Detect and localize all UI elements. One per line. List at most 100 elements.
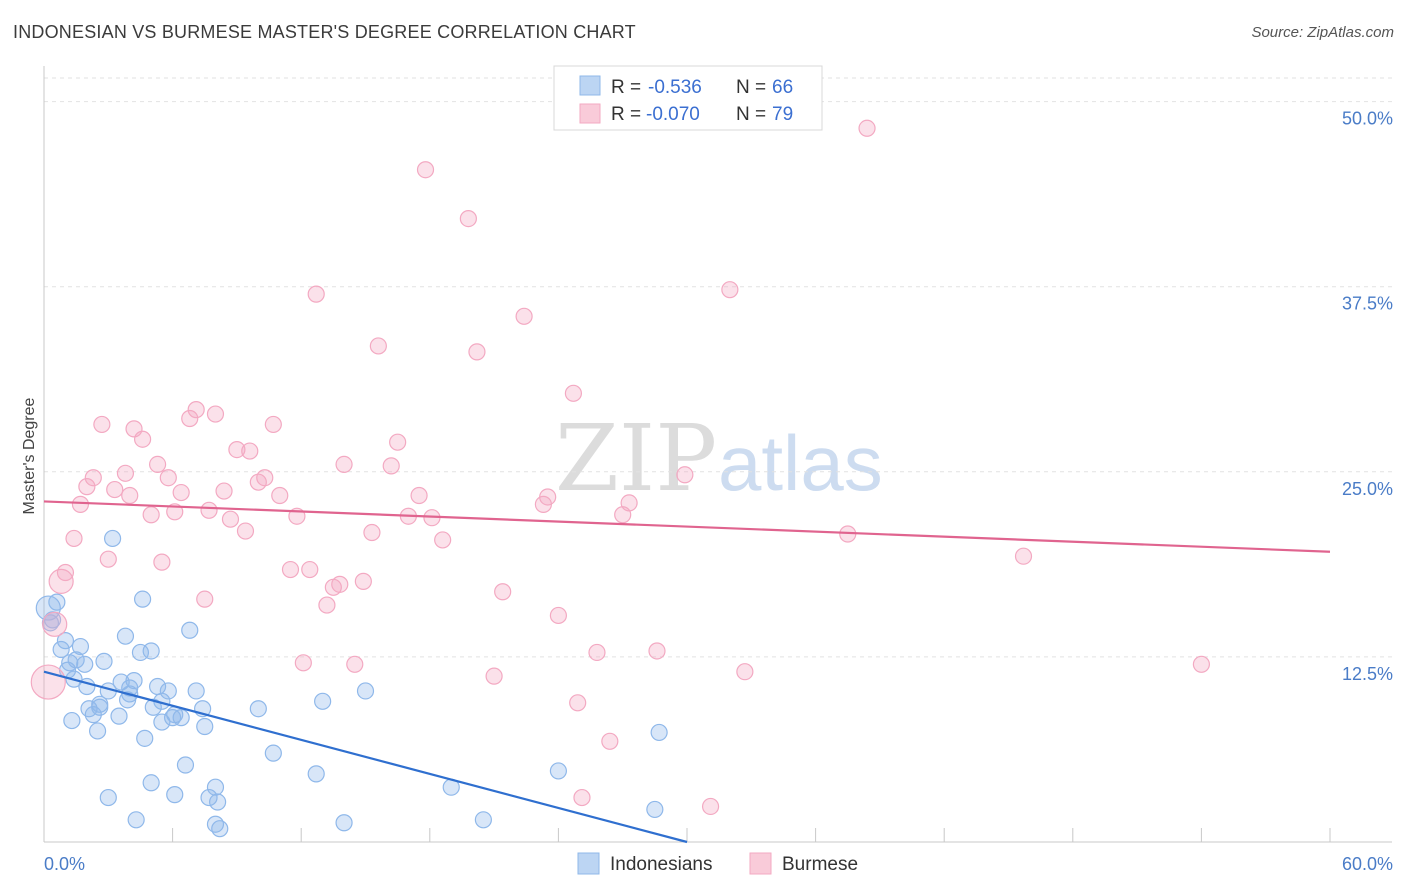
x-tick-labels: 0.0% 60.0% bbox=[44, 854, 1393, 874]
indonesians-point bbox=[206, 778, 225, 796]
stats-legend: R = -0.536 N = 66 R = -0.070 N = 79 bbox=[553, 65, 823, 131]
burmese-point bbox=[200, 501, 218, 519]
indonesians-point bbox=[43, 611, 62, 629]
burmese-point bbox=[331, 575, 349, 593]
indonesians-point bbox=[474, 811, 492, 829]
indonesians-point bbox=[131, 643, 150, 662]
burmese-point bbox=[736, 663, 754, 681]
indonesians-point bbox=[164, 709, 182, 727]
burmese-point bbox=[221, 510, 240, 528]
indonesians-point bbox=[200, 788, 218, 807]
indonesians-point bbox=[142, 774, 160, 792]
points-layer bbox=[30, 119, 1211, 838]
burmese-point bbox=[1192, 655, 1211, 673]
indonesians-point bbox=[71, 637, 90, 656]
burmese-point bbox=[241, 442, 259, 460]
indonesians-point bbox=[176, 756, 195, 774]
burmese-point bbox=[701, 797, 720, 816]
burmese-point bbox=[181, 409, 199, 428]
indonesians-point bbox=[35, 595, 61, 621]
burmese-point bbox=[42, 611, 68, 637]
indonesians-trend-line bbox=[43, 670, 688, 844]
burmese-point bbox=[78, 478, 96, 496]
burmese-point bbox=[346, 655, 364, 673]
burmese-point bbox=[382, 457, 400, 475]
legend-n-label-indonesians: N = bbox=[736, 77, 766, 98]
y-tick-label-2: 37.5% bbox=[1342, 294, 1393, 314]
indonesians-point bbox=[153, 713, 171, 731]
burmese-point bbox=[71, 495, 90, 513]
indonesians-point bbox=[209, 793, 227, 811]
burmese-point bbox=[416, 161, 435, 179]
burmese-point bbox=[573, 788, 591, 807]
burmese-point bbox=[549, 606, 568, 625]
source-label: Source: ZipAtlas.com bbox=[1251, 24, 1394, 41]
burmese-point bbox=[172, 483, 190, 502]
legend-r-label-indonesians: R = bbox=[611, 77, 641, 98]
indonesians-point bbox=[127, 811, 145, 829]
burmese-point bbox=[116, 464, 135, 482]
burmese-point bbox=[363, 523, 381, 542]
indonesians-point bbox=[206, 815, 225, 833]
burmese-point bbox=[564, 384, 583, 402]
burmese-point bbox=[281, 560, 300, 579]
indonesians-point bbox=[549, 762, 568, 780]
indonesians-point bbox=[335, 814, 353, 832]
indonesians-point bbox=[125, 671, 143, 690]
indonesians-point bbox=[133, 590, 152, 608]
indonesians-point bbox=[136, 729, 154, 747]
indonesians-point bbox=[646, 800, 664, 819]
indonesians-point bbox=[264, 744, 282, 762]
burmese-point bbox=[294, 654, 312, 672]
indonesians-point bbox=[76, 655, 94, 673]
burmese-point bbox=[515, 307, 533, 325]
burmese-point bbox=[858, 119, 876, 137]
indonesians-point bbox=[196, 717, 214, 736]
burmese-point bbox=[148, 455, 167, 474]
legend-r-value-indonesians: -0.536 bbox=[648, 77, 702, 98]
burmese-point bbox=[187, 401, 205, 419]
indonesians-point bbox=[159, 682, 177, 700]
indonesians-point bbox=[99, 788, 117, 807]
burmese-point bbox=[159, 469, 177, 487]
legend-n-value-burmese: 79 bbox=[772, 104, 793, 125]
legend-swatch-burmese bbox=[579, 103, 601, 124]
indonesians-point bbox=[112, 673, 130, 691]
burmese-point bbox=[468, 343, 486, 361]
indonesians-point bbox=[144, 698, 162, 716]
burmese-point bbox=[410, 486, 428, 505]
burmese-point bbox=[318, 596, 336, 614]
indonesians-point bbox=[116, 627, 135, 645]
chart-title: INDONESIAN VS BURMESE MASTER'S DEGREE CO… bbox=[13, 22, 636, 42]
y-tick-label-0: 12.5% bbox=[1342, 664, 1393, 684]
y-tick-label-3: 50.0% bbox=[1342, 109, 1393, 129]
burmese-point bbox=[142, 506, 160, 524]
burmese-point bbox=[369, 337, 387, 355]
indonesians-point bbox=[166, 786, 184, 804]
burmese-point bbox=[389, 433, 407, 451]
burmese-point bbox=[153, 553, 171, 571]
indonesians-point bbox=[56, 632, 75, 650]
burmese-point bbox=[301, 560, 319, 579]
indonesians-point bbox=[307, 765, 325, 783]
y-axis-label: Master's Degree bbox=[21, 397, 38, 514]
burmese-point bbox=[256, 469, 274, 487]
legend-r-value-burmese: -0.070 bbox=[646, 104, 700, 125]
x-tick-label-1: 60.0% bbox=[1342, 854, 1393, 874]
burmese-point bbox=[1014, 547, 1033, 565]
indonesians-point bbox=[52, 640, 70, 659]
indonesians-point bbox=[142, 642, 160, 660]
burmese-point bbox=[485, 667, 503, 685]
burmese-point bbox=[569, 694, 587, 712]
indonesians-point bbox=[103, 529, 122, 548]
burmese-point bbox=[30, 664, 66, 700]
indonesians-point bbox=[187, 682, 205, 700]
series-legend-label-indonesians: Indonesians bbox=[610, 854, 712, 875]
indonesians-point bbox=[48, 593, 66, 611]
series-legend-label-burmese: Burmese bbox=[782, 854, 858, 875]
burmese-point bbox=[434, 531, 452, 549]
burmese-point bbox=[106, 480, 124, 499]
burmese-point bbox=[93, 415, 111, 434]
burmese-point bbox=[648, 642, 666, 660]
